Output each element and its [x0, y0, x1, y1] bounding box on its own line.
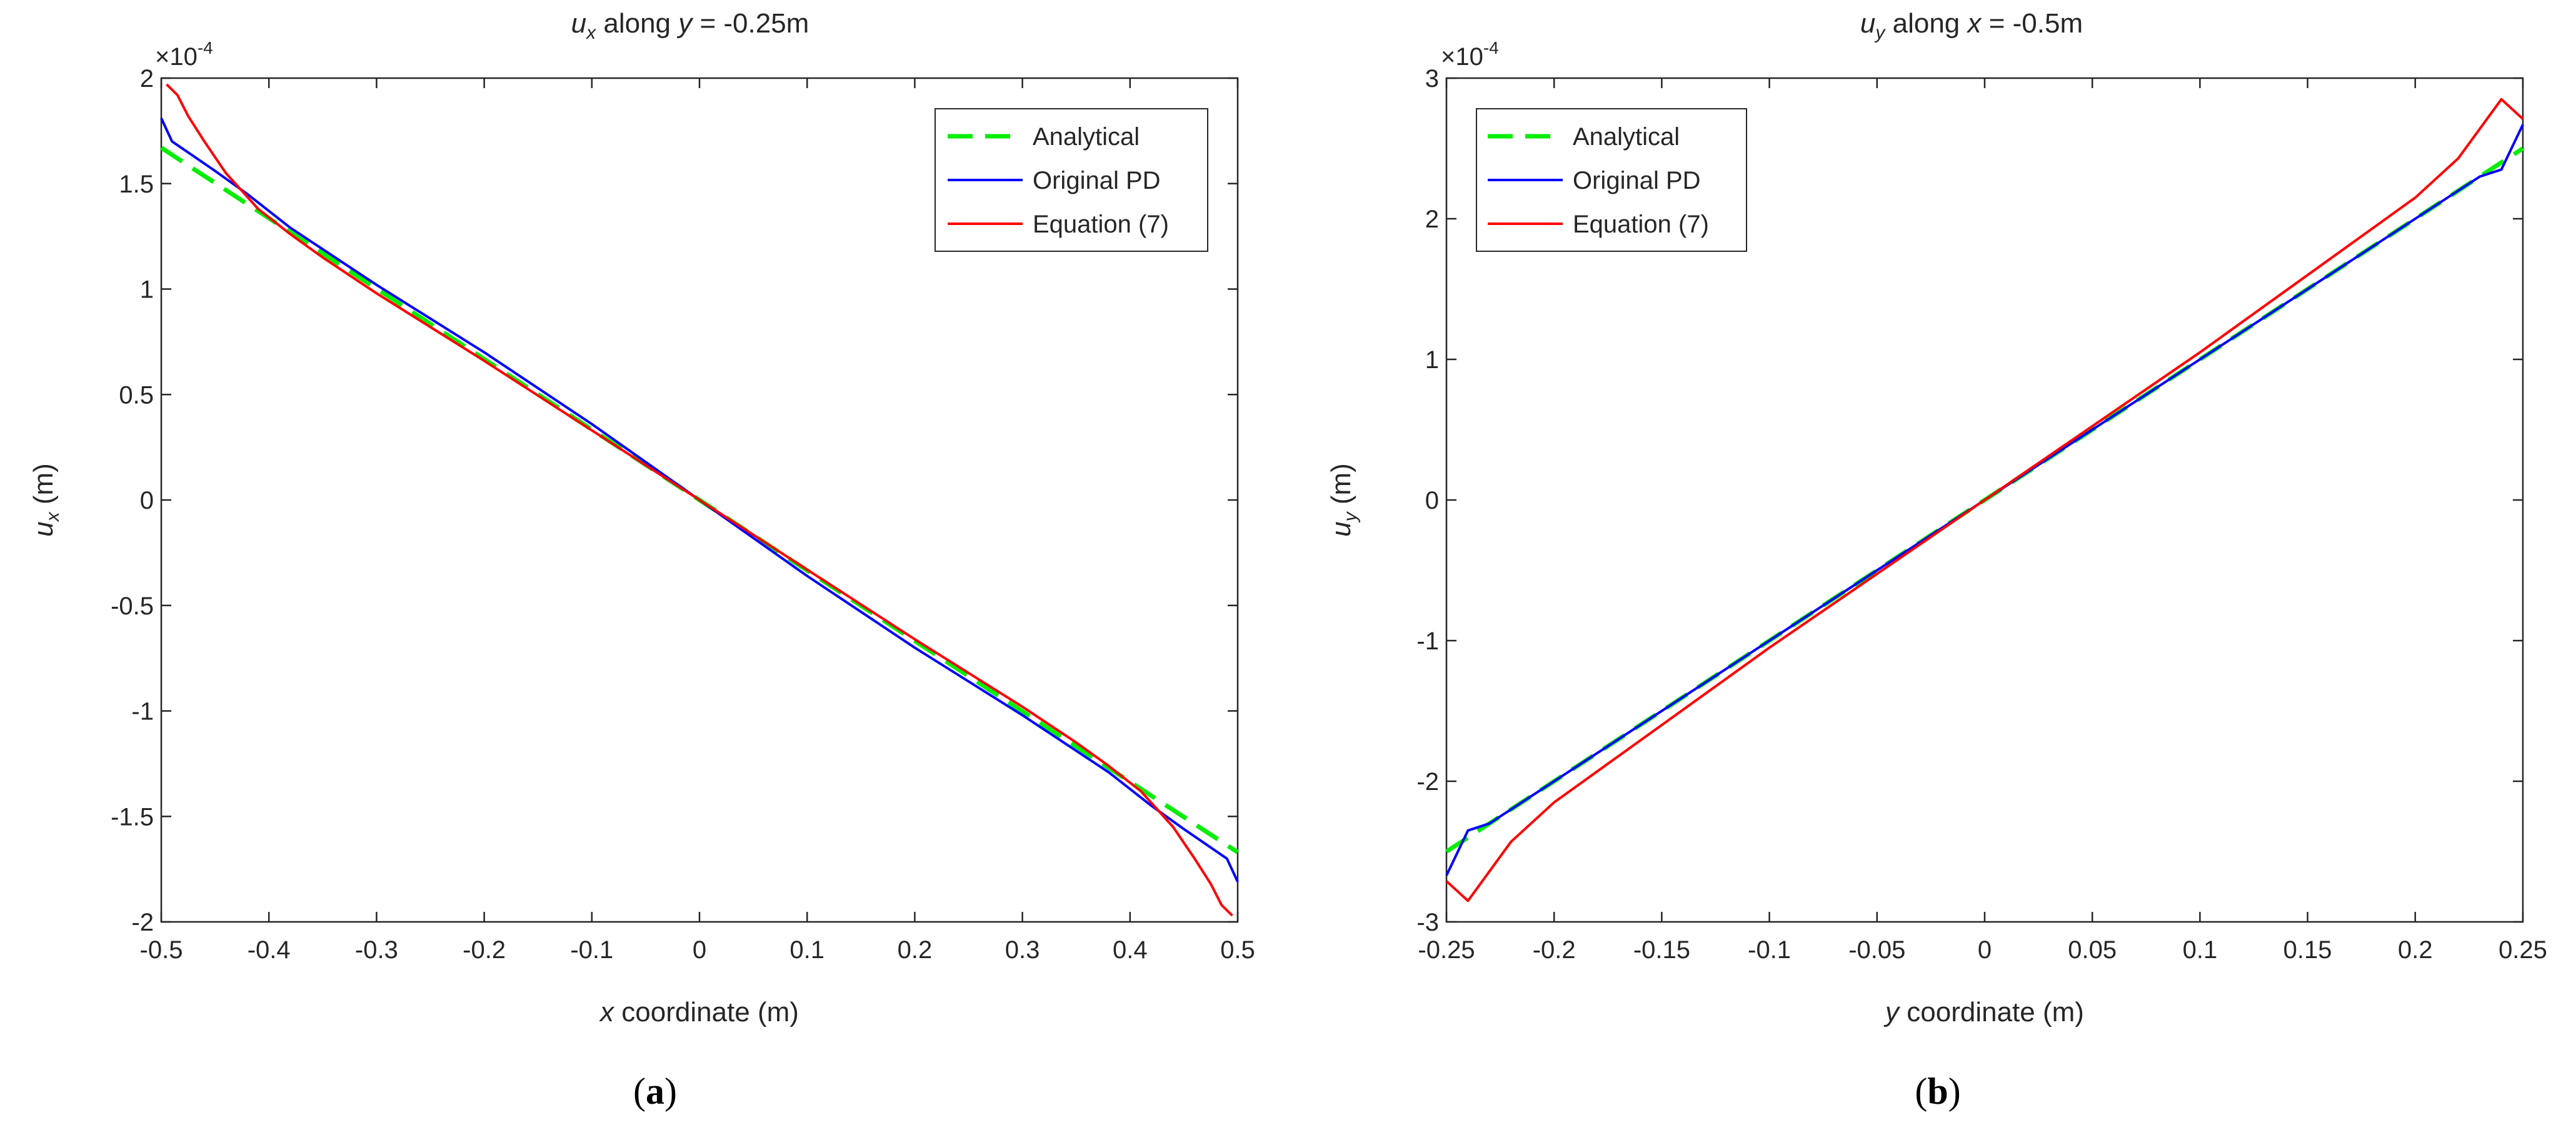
x-tick-label: 0 [693, 936, 706, 964]
x-tick-label: 0.4 [1113, 936, 1148, 964]
x-tick-label: -0.15 [1633, 936, 1690, 964]
y-axis-label: uy (m) [1326, 463, 1361, 537]
legend: Analytical Original PD Equation (7) [935, 108, 1208, 252]
legend-label-analytical: Analytical [1573, 123, 1680, 151]
legend-label-analytical: Analytical [1033, 123, 1140, 151]
x-tick-label: -0.2 [1533, 936, 1576, 964]
y-tick-label: -3 [1416, 909, 1439, 936]
y-tick-label: 1 [1425, 346, 1439, 374]
series-group [160, 83, 1239, 917]
y-tick-label: -0.5 [111, 592, 154, 620]
x-tick-label: -0.1 [1748, 936, 1791, 964]
y-tick-label: -2 [131, 909, 154, 936]
y-exponent-label: ×10-4 [1441, 38, 1499, 71]
y-tick-label: 2 [140, 65, 154, 92]
x-tick-label: -0.05 [1848, 936, 1905, 964]
series-line-equation-7 [166, 83, 1233, 917]
x-tick-label: 0.2 [2398, 936, 2433, 964]
y-tick-label: 1 [140, 276, 154, 304]
y-tick-label: 0.5 [119, 381, 154, 409]
legend-label-equation-7: Equation (7) [1033, 211, 1169, 238]
legend-label-original-pd: Original PD [1573, 167, 1701, 194]
x-tick-label: -0.25 [1418, 936, 1475, 964]
y-tick-label: -1.5 [111, 803, 154, 831]
x-tick-label: 0.05 [2068, 936, 2117, 964]
chart-title: uy along x = -0.5m [1860, 8, 2083, 43]
y-tick-label: 2 [1425, 206, 1439, 233]
x-tick-label: 0.15 [2283, 936, 2332, 964]
x-tick-label: 0 [1978, 936, 1992, 964]
x-axis-label: y coordinate (m) [1883, 997, 2084, 1028]
legend: Analytical Original PD Equation (7) [1476, 108, 1747, 252]
panel-label-a: (a) [633, 1071, 677, 1112]
x-tick-label: 0.1 [2183, 936, 2218, 964]
x-tick-label: 0.1 [789, 936, 824, 964]
x-tick-label: -0.2 [463, 936, 506, 964]
x-tick-label: 0.2 [898, 936, 933, 964]
y-axis-label: ux (m) [28, 463, 63, 537]
y-tick-label: 0 [140, 487, 154, 514]
chart-panel-a: ux along y = -0.25m ×10-4 21.510.50-0.5-… [28, 8, 1255, 1112]
x-tick-label: -0.3 [355, 936, 398, 964]
series-group [1445, 98, 2524, 902]
x-axis-ticks: -0.5 -0.4 -0.3 -0.2 -0.1 0 0.1 0.2 0.3 0.4 0.5 [140, 78, 1255, 964]
legend-label-equation-7: Equation (7) [1573, 211, 1709, 238]
y-tick-label: -1 [1416, 628, 1439, 655]
y-exponent-label: ×10-4 [155, 38, 213, 71]
chart-title: ux along y = -0.25m [571, 8, 809, 43]
x-tick-label: 0.25 [2498, 936, 2547, 964]
y-tick-label: 1.5 [119, 171, 154, 198]
x-tick-label: 0.3 [1005, 936, 1040, 964]
y-axis-ticks: 3 2 1 0 -1 -2 -3 [1416, 65, 2523, 936]
x-tick-label: -0.4 [248, 936, 291, 964]
x-axis-ticks: -0.25 -0.2 -0.15 -0.1 -0.05 0 0.05 0.1 0.15 0.2 0.… [1418, 78, 2547, 964]
panel-label-b: (b) [1915, 1071, 1960, 1112]
chart-panel-b: uy along x = -0.5m ×10-4 3 2 1 0 -1 -2 -3 -0.2… [1326, 8, 2547, 1112]
x-axis-label: x coordinate (m) [599, 997, 799, 1028]
y-axis-ticks: 2 1.5 1 0.5 0 -0.5 -1 -1.5 -2 [111, 65, 1238, 936]
y-tick-label: 0 [1425, 487, 1439, 514]
x-tick-label: -0.5 [140, 936, 183, 964]
legend-label-original-pd: Original PD [1033, 167, 1161, 194]
y-tick-label: 3 [1425, 65, 1439, 92]
series-line-equation-7 [1445, 98, 2524, 902]
x-tick-label: 0.5 [1220, 936, 1255, 964]
y-tick-label: -2 [1416, 768, 1439, 796]
x-tick-label: -0.1 [570, 936, 613, 964]
y-tick-label: -1 [131, 698, 154, 726]
